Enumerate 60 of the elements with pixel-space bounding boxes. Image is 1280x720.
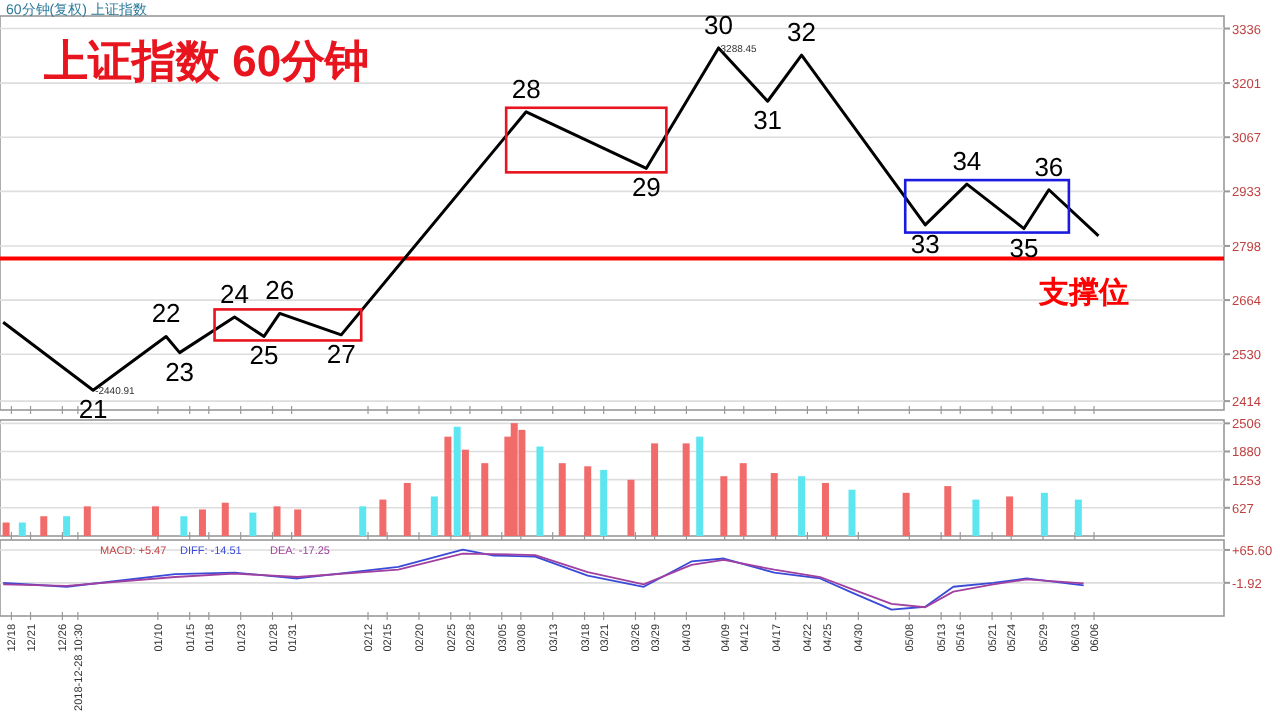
bar — [696, 436, 704, 536]
bar — [359, 506, 367, 536]
bar — [1074, 499, 1082, 536]
bar — [379, 499, 387, 536]
bar — [972, 499, 980, 536]
bar — [584, 466, 592, 536]
bar — [198, 509, 206, 536]
bar — [720, 476, 728, 536]
bar — [770, 473, 778, 536]
annotation: 24 — [220, 279, 250, 310]
bar — [18, 522, 26, 536]
bar — [40, 516, 48, 536]
bar — [821, 482, 829, 536]
text: 上证指数 60分钟 — [42, 36, 370, 86]
bar — [1040, 492, 1048, 536]
annotation: 31 — [753, 105, 783, 136]
annotation: 27 — [326, 338, 356, 369]
bar — [221, 502, 229, 536]
bar — [481, 463, 489, 536]
bar — [461, 449, 469, 536]
bar — [848, 489, 856, 536]
bar — [627, 479, 635, 536]
bar — [1006, 496, 1014, 536]
bar — [739, 463, 747, 536]
bar — [682, 443, 690, 536]
annotation: 26 — [265, 275, 295, 306]
bar — [151, 506, 159, 536]
ref-line-label: 支撑位 — [1037, 276, 1129, 311]
annotation: 25 — [249, 340, 279, 371]
bar — [273, 506, 281, 536]
bar — [902, 492, 910, 536]
bar — [510, 423, 518, 536]
bar — [798, 476, 806, 536]
bar — [518, 429, 526, 536]
bar — [453, 426, 461, 536]
annotation: 23 — [165, 356, 195, 387]
annotation: 21 — [78, 394, 108, 425]
annotation: 32 — [787, 17, 817, 48]
bar — [600, 469, 608, 536]
bar — [83, 506, 91, 536]
bar — [444, 436, 452, 536]
annotation: 36 — [1034, 151, 1064, 182]
annotation: 30 — [704, 9, 733, 40]
bar — [294, 509, 302, 536]
annotation: 28 — [511, 73, 541, 104]
bar — [536, 446, 544, 536]
bar — [403, 482, 411, 536]
annotation: 33 — [910, 228, 940, 259]
bar — [180, 516, 188, 536]
bar — [63, 516, 71, 536]
bar — [558, 463, 566, 536]
bar — [651, 443, 659, 536]
annotation: 34 — [952, 146, 982, 177]
bar — [2, 522, 10, 536]
bar — [430, 496, 438, 536]
annotation: 29 — [631, 172, 661, 203]
bar — [944, 486, 952, 536]
annotation: 22 — [151, 298, 181, 329]
annotation: 35 — [1009, 232, 1039, 263]
bar — [249, 512, 257, 536]
